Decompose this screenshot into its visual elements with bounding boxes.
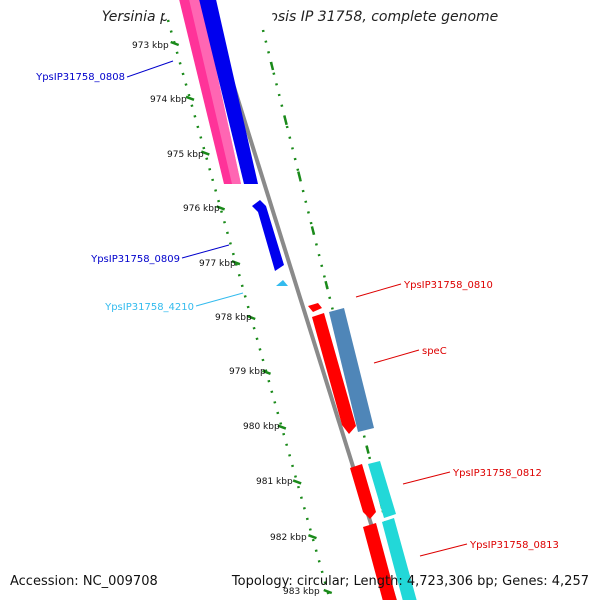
tick-label-976: 976 kbp xyxy=(183,204,220,214)
tick-label-983: 983 kbp xyxy=(283,587,320,597)
left-major-tick xyxy=(231,260,241,266)
gene-4210[interactable] xyxy=(276,280,288,286)
gene-0810[interactable] xyxy=(308,303,322,312)
leader-0810 xyxy=(355,283,402,298)
tick-label-980: 980 kbp xyxy=(243,422,280,432)
label-0809[interactable]: YpsIP31758_0809 xyxy=(90,254,180,265)
label-4210[interactable]: YpsIP31758_4210 xyxy=(104,302,194,313)
tick-labels: 973 kbp 974 kbp 975 kbp 976 kbp 977 kbp … xyxy=(132,41,320,597)
right-major-tick xyxy=(365,445,370,454)
tick-label-975: 975 kbp xyxy=(167,150,204,160)
leader-speC xyxy=(373,349,420,364)
leader-0809 xyxy=(181,244,230,259)
tick-label-981: 981 kbp xyxy=(256,477,293,487)
left-major-tick xyxy=(200,150,210,156)
left-major-ticks xyxy=(170,40,333,595)
leader-4210 xyxy=(195,292,244,307)
left-major-tick xyxy=(246,314,256,321)
gene-0809[interactable] xyxy=(252,200,284,271)
right-major-tick xyxy=(324,280,329,290)
leader-0813 xyxy=(419,543,468,557)
accession-text: Accession: NC_009708 xyxy=(10,574,158,589)
label-0810[interactable]: YpsIP31758_0810 xyxy=(403,280,493,291)
right-major-tick xyxy=(310,226,316,235)
left-scale-line xyxy=(166,19,332,600)
leader-0808 xyxy=(126,60,174,78)
tick-label-982: 982 kbp xyxy=(270,533,307,543)
label-speC[interactable]: speC xyxy=(422,346,447,357)
gene-0808[interactable] xyxy=(198,0,258,184)
left-major-tick xyxy=(277,424,287,430)
label-0808[interactable]: YpsIP31758_0808 xyxy=(35,72,125,83)
left-major-tick xyxy=(262,369,271,375)
label-0813[interactable]: YpsIP31758_0813 xyxy=(469,540,559,551)
topology-text: Topology: circular; Length: 4,723,306 bp… xyxy=(231,574,589,589)
left-major-tick xyxy=(216,205,226,211)
right-major-tick xyxy=(297,171,302,180)
tick-label-974: 974 kbp xyxy=(150,95,187,105)
gene-pink-highlight xyxy=(189,0,241,184)
gene-0812-red[interactable] xyxy=(350,464,376,519)
tick-label-977: 977 kbp xyxy=(199,259,236,269)
gene-0813[interactable] xyxy=(382,518,418,600)
label-0812[interactable]: YpsIP31758_0812 xyxy=(452,468,542,479)
tick-label-978: 978 kbp xyxy=(215,313,252,323)
leader-0812 xyxy=(402,471,451,485)
gene-red-large[interactable] xyxy=(312,313,356,434)
gene-0813-red[interactable] xyxy=(363,523,398,600)
left-major-tick xyxy=(323,588,333,595)
left-major-tick xyxy=(185,95,195,101)
tick-label-973: 973 kbp xyxy=(132,41,169,51)
gene-speC[interactable] xyxy=(329,308,374,432)
gene-0812[interactable] xyxy=(368,461,396,518)
left-major-tick xyxy=(308,534,317,540)
right-major-tick xyxy=(269,61,275,71)
tick-label-979: 979 kbp xyxy=(229,367,266,377)
left-major-tick xyxy=(170,40,180,47)
right-major-tick xyxy=(283,116,288,126)
left-major-tick xyxy=(292,479,302,485)
